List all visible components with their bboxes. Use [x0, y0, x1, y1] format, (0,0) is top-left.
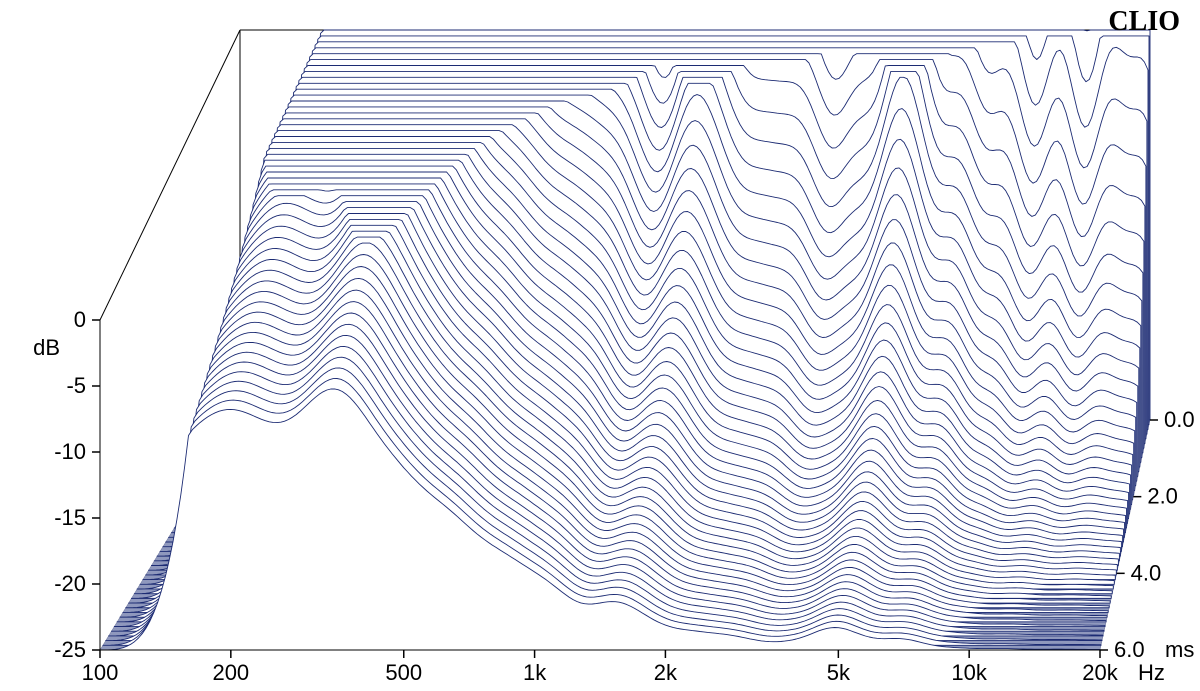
y-tick-label: 0	[74, 307, 86, 332]
x-tick-label: 100	[82, 660, 119, 685]
z-tick-label: 6.0	[1114, 637, 1145, 662]
waterfall-slices	[100, 30, 1150, 650]
x-tick-label: 20k	[1082, 660, 1118, 685]
y-axis-unit: dB	[33, 335, 60, 360]
y-tick-label: -5	[66, 373, 86, 398]
x-tick-label: 10k	[951, 660, 987, 685]
x-tick-label: 500	[385, 660, 422, 685]
clio-logo: CLIO	[1108, 6, 1180, 37]
x-axis-unit: Hz	[1138, 660, 1165, 685]
x-tick-label: 1k	[523, 660, 547, 685]
x-tick-label: 200	[212, 660, 249, 685]
x-tick-label: 2k	[654, 660, 678, 685]
waterfall-svg: 0 -5 -10 -15 -20 -25 dB 100 200 500 1k 2k 5k 10k 20k Hz…	[0, 0, 1200, 691]
z-tick-label: 4.0	[1131, 560, 1162, 585]
x-tick-label: 5k	[827, 660, 851, 685]
y-tick-label: -15	[54, 505, 86, 530]
z-tick-label: 0.0	[1164, 407, 1195, 432]
z-tick-label: 2.0	[1147, 484, 1178, 509]
top-left-edge	[100, 30, 240, 320]
y-tick-label: -20	[54, 571, 86, 596]
z-axis-unit: ms	[1165, 637, 1194, 662]
y-tick-label: -10	[54, 439, 86, 464]
y-tick-label: -25	[54, 637, 86, 662]
waterfall-plot: 0 -5 -10 -15 -20 -25 dB 100 200 500 1k 2k 5k 10k 20k Hz…	[0, 0, 1200, 691]
